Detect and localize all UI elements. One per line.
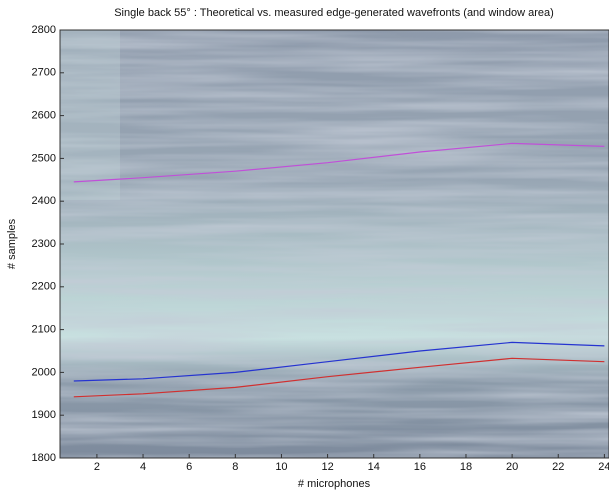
x-tick-label: 14 [368, 461, 380, 473]
x-tick-label: 2 [94, 461, 100, 473]
x-tick-label: 10 [275, 461, 287, 473]
y-tick-label: 1900 [32, 409, 56, 421]
x-tick-label: 8 [232, 461, 238, 473]
x-tick-label: 24 [598, 461, 609, 473]
y-tick-label: 2800 [32, 24, 56, 36]
x-tick-label: 16 [414, 461, 426, 473]
y-tick-label: 2100 [32, 324, 56, 336]
y-tick-label: 2700 [32, 67, 56, 79]
x-tick-label: 12 [321, 461, 333, 473]
wavefront-line [73, 357, 605, 398]
y-axis-label: # samples [6, 218, 18, 269]
x-tick-label: 6 [186, 461, 192, 473]
wavefront-line [73, 142, 605, 183]
y-tick-label: 2200 [32, 281, 56, 293]
heatmap-background [60, 30, 609, 458]
y-tick-label: 2600 [32, 110, 56, 122]
x-tick-label: 22 [552, 461, 564, 473]
y-tick-label: 1800 [32, 452, 56, 464]
x-tick-label: 4 [140, 461, 146, 473]
chart-title: Single back 55° : Theoretical vs. measur… [114, 7, 554, 19]
y-tick-label: 2500 [32, 152, 56, 164]
wavefront-line [73, 341, 605, 382]
y-tick-label: 2400 [32, 195, 56, 207]
y-tick-label: 2000 [32, 366, 56, 378]
y-tick-label: 2300 [32, 238, 56, 250]
x-tick-label: 20 [506, 461, 518, 473]
x-tick-label: 18 [460, 461, 472, 473]
x-axis-label: # microphones [298, 478, 371, 490]
